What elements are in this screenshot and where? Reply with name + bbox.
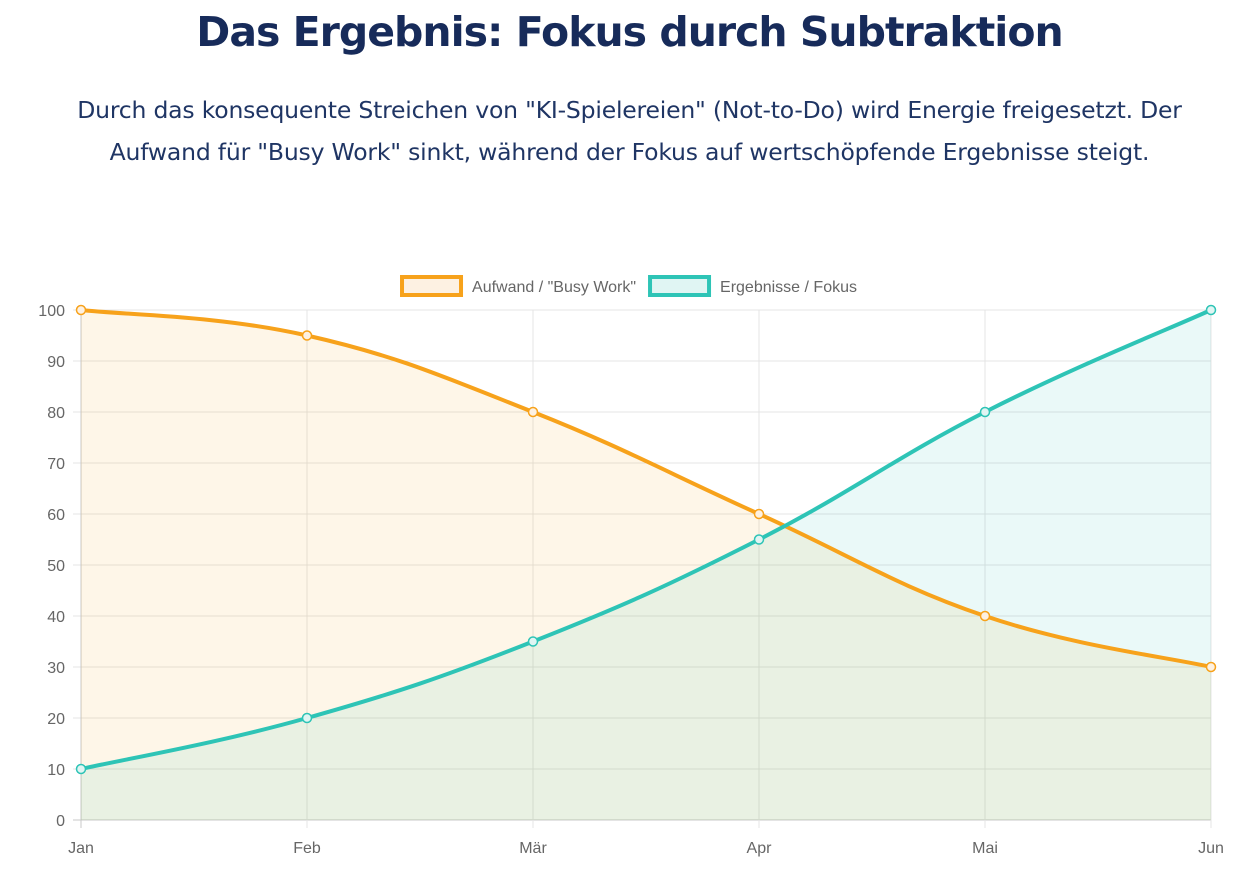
data-point[interactable] xyxy=(527,406,539,418)
y-tick-label: 70 xyxy=(47,456,65,473)
series-area-1 xyxy=(81,310,1211,820)
series-line-1 xyxy=(79,308,1213,771)
series-areas xyxy=(81,310,1211,820)
data-point[interactable] xyxy=(1205,304,1217,316)
x-tick-label: Jan xyxy=(68,840,94,857)
data-point[interactable] xyxy=(301,330,313,341)
series-area-0 xyxy=(81,310,1211,820)
data-point[interactable] xyxy=(75,763,87,775)
x-tick-label: Jun xyxy=(1198,840,1224,857)
y-tick-label: 80 xyxy=(47,405,65,422)
y-tick-label: 50 xyxy=(47,558,65,575)
legend-item-1[interactable]: Ergebnisse / Fokus xyxy=(648,275,857,297)
x-tick-label: Mai xyxy=(972,840,998,857)
series-line-0 xyxy=(79,308,1213,669)
y-tick-label: 60 xyxy=(47,507,65,524)
legend-label: Aufwand / "Busy Work" xyxy=(472,279,636,296)
legend[interactable]: Aufwand / "Busy Work" Ergebnisse / Fokus xyxy=(400,275,857,297)
data-point[interactable] xyxy=(979,610,991,622)
data-point[interactable] xyxy=(301,712,313,724)
data-point[interactable] xyxy=(753,508,765,520)
series-lines xyxy=(79,308,1213,771)
data-point[interactable] xyxy=(75,304,87,316)
x-tick-label: Apr xyxy=(747,840,773,857)
x-tick-label: Feb xyxy=(293,840,321,857)
y-tick-label: 20 xyxy=(47,711,65,728)
y-tick-label: 100 xyxy=(38,303,65,320)
y-tick-label: 40 xyxy=(47,609,65,626)
data-point[interactable] xyxy=(527,636,539,647)
y-tick-label: 0 xyxy=(56,813,65,830)
data-point[interactable] xyxy=(1205,661,1217,673)
data-point[interactable] xyxy=(753,534,765,545)
legend-swatch xyxy=(648,275,712,297)
y-tick-label: 10 xyxy=(47,762,65,779)
axes: 0 10 20 30 40 50 60 70 80 90 100 Jan Feb Mär Apr Mai Jun xyxy=(38,303,1224,857)
data-point[interactable] xyxy=(979,406,991,418)
legend-item-0[interactable]: Aufwand / "Busy Work" xyxy=(400,275,636,297)
y-tick-label: 90 xyxy=(47,354,65,371)
x-tick-label: Mär xyxy=(519,840,547,857)
data-points xyxy=(75,304,1217,775)
page-subtitle: Durch das konsequente Streichen von "KI-… xyxy=(77,96,1182,166)
y-tick-label: 30 xyxy=(47,660,65,677)
legend-swatch xyxy=(400,275,464,297)
page-title: Das Ergebnis: Fokus durch Subtraktion xyxy=(196,8,1063,56)
legend-label: Ergebnisse / Fokus xyxy=(720,279,857,296)
grid xyxy=(73,309,1212,828)
